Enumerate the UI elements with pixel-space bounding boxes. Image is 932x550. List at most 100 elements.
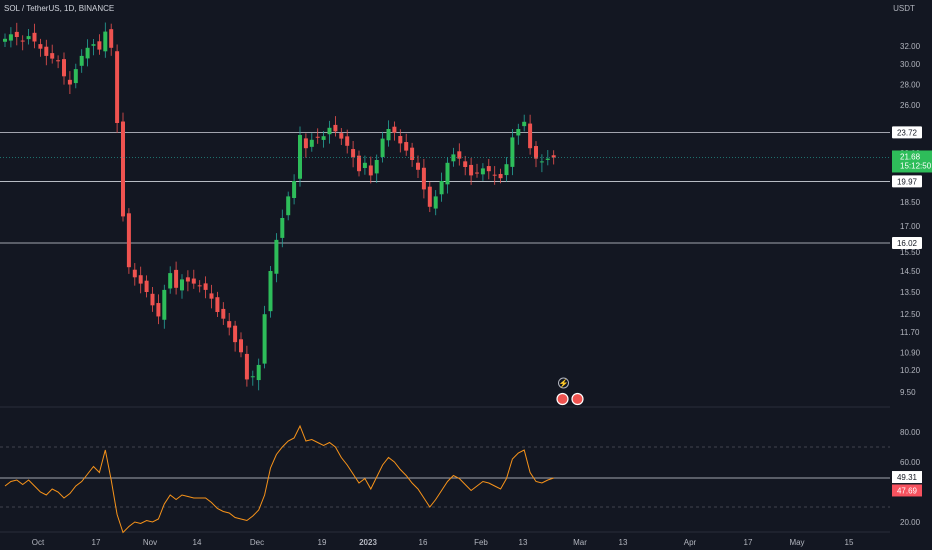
- rsi-line: [4, 424, 554, 534]
- candle-body: [50, 53, 55, 59]
- lightning-event-icon: [558, 377, 569, 389]
- candle-body: [539, 161, 544, 163]
- level-price-label: 19.97: [897, 177, 918, 186]
- time-tick-label: Oct: [32, 538, 45, 547]
- candle-body: [262, 314, 267, 364]
- candle-body: [67, 79, 72, 85]
- candle-body: [3, 38, 7, 42]
- candle-body: [421, 167, 426, 190]
- candle-body: [309, 139, 314, 147]
- time-tick-label: Feb: [474, 538, 488, 547]
- candle-body: [215, 297, 220, 312]
- earnings-event-icon: [571, 392, 584, 406]
- candle-body: [274, 239, 279, 274]
- price-tick-label: 28.00: [900, 81, 921, 90]
- price-tick-label: 10.90: [900, 348, 921, 357]
- chart-title: SOL / TetherUS, 1D, BINANCE: [4, 4, 115, 13]
- candle-body: [374, 160, 379, 174]
- candle-body: [457, 151, 462, 159]
- time-tick-label: Mar: [573, 538, 587, 547]
- candle-body: [522, 121, 527, 127]
- candle-body: [14, 31, 19, 37]
- candle-body: [386, 129, 391, 141]
- candle-body: [357, 155, 361, 172]
- candle-body: [368, 165, 373, 176]
- candle-body: [91, 44, 96, 46]
- candle-body: [62, 59, 66, 77]
- candle-body: [126, 213, 131, 268]
- candle-body: [197, 285, 202, 287]
- candle-body: [380, 138, 385, 157]
- candle-body: [321, 136, 326, 140]
- candle-body: [345, 136, 350, 146]
- candle-body: [150, 293, 155, 306]
- candle-body: [103, 31, 108, 52]
- candle-body: [333, 124, 338, 132]
- candle-body: [185, 277, 190, 282]
- price-tick-label: 13.50: [900, 288, 921, 297]
- candle-body: [528, 123, 533, 149]
- rsi-ma-tag: [892, 484, 922, 497]
- candle-body: [498, 173, 503, 179]
- price-tick-label: 12.50: [900, 310, 921, 319]
- candle-body: [362, 162, 367, 169]
- level-price-label: 23.72: [897, 128, 918, 137]
- candle-body: [433, 196, 438, 209]
- level-price-tag: [892, 175, 922, 188]
- candle-body: [203, 283, 208, 290]
- countdown-label: 15:12:50: [900, 161, 932, 170]
- time-tick-label: 2023: [359, 538, 377, 547]
- candle-body: [180, 279, 184, 291]
- candle-body: [244, 353, 249, 380]
- candle-body: [156, 303, 161, 317]
- candle-body: [32, 32, 37, 42]
- candle-body: [20, 40, 25, 42]
- price-tick-label: 15.50: [900, 248, 921, 257]
- candle-body: [109, 29, 114, 48]
- candle-body: [315, 136, 320, 138]
- candle-body: [404, 142, 409, 151]
- rsi-value-tag: [892, 471, 922, 484]
- time-tick-label: Apr: [684, 538, 697, 547]
- candle-body: [504, 164, 509, 176]
- candle-body: [233, 325, 238, 343]
- candle-body: [268, 271, 273, 312]
- time-tick-label: Dec: [250, 538, 264, 547]
- candle-body: [292, 181, 297, 198]
- candle-body: [227, 321, 232, 328]
- price-tick-label: 30.00: [900, 60, 921, 69]
- level-price-label: 16.02: [897, 239, 918, 248]
- time-tick-label: 16: [419, 538, 428, 547]
- price-tick-label: 14.50: [900, 267, 921, 276]
- candle-body: [44, 46, 49, 56]
- price-tick-label: 11.70: [900, 328, 920, 337]
- candle-body: [469, 164, 474, 176]
- candle-body: [545, 158, 550, 160]
- rsi-tick-label: 60.00: [900, 458, 921, 467]
- candle-body: [168, 273, 173, 289]
- candle-body: [398, 136, 403, 144]
- price-tick-label: 32.00: [900, 42, 921, 51]
- candle-body: [121, 121, 125, 217]
- candle-body: [280, 218, 285, 238]
- candle-body: [451, 154, 456, 162]
- candle-body: [534, 146, 538, 159]
- candle-body: [191, 278, 196, 284]
- price-tick-label: 26.00: [900, 101, 921, 110]
- candle-body: [221, 308, 226, 319]
- candle-body: [475, 172, 479, 174]
- candle-body: [486, 166, 491, 172]
- rsi-ma-label: 47.69: [897, 486, 918, 495]
- rsi-tick-label: 20.00: [900, 518, 921, 527]
- candle-body: [73, 69, 78, 84]
- candle-body: [480, 168, 485, 175]
- rsi-value-label: 49.31: [897, 473, 918, 482]
- price-tick-label: 18.50: [900, 198, 921, 207]
- time-tick-label: 19: [318, 538, 327, 547]
- candle-body: [138, 275, 143, 284]
- candle-body: [551, 155, 556, 158]
- time-tick-label: 17: [744, 538, 753, 547]
- last-price-label: 21.68: [900, 152, 921, 161]
- candle-body: [8, 34, 13, 41]
